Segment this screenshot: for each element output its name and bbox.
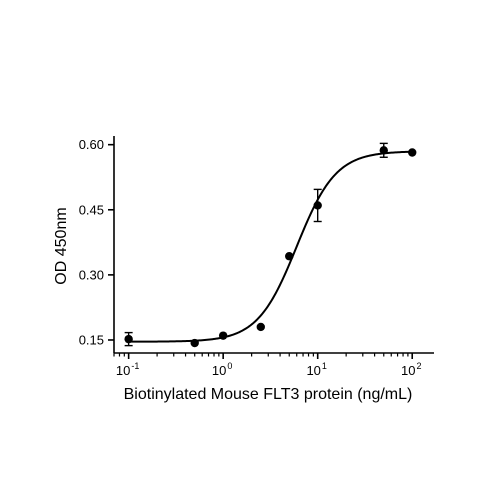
x-tick-label: 101 [306,361,326,378]
data-point [408,148,417,157]
data-point [190,338,199,348]
data-point [285,252,294,261]
data-point [313,201,322,210]
data-point [124,334,133,344]
y-axis-ticks: 0.15 0.30 0.45 0.60 [79,137,114,347]
y-axis-title: OD 450nm [53,207,70,284]
y-tick-label: 0.45 [79,202,104,217]
x-axis-title: Biotinylated Mouse FLT3 protein (ng/mL) [124,386,413,403]
fit-curve [128,150,413,343]
x-tick-label: 102 [401,361,421,378]
data-points [124,146,417,348]
y-tick-label: 0.15 [79,332,104,347]
data-point [379,146,388,155]
data-point [256,322,265,332]
y-tick-label: 0.60 [79,137,104,152]
x-axis-ticks: 10-1 100 101 102 [113,353,421,378]
x-tick-label: 10-1 [116,361,139,378]
error-bars [124,142,388,347]
axes [113,136,434,354]
y-tick-label: 0.30 [79,267,104,282]
x-tick-label: 100 [212,361,232,378]
data-point [218,331,228,340]
